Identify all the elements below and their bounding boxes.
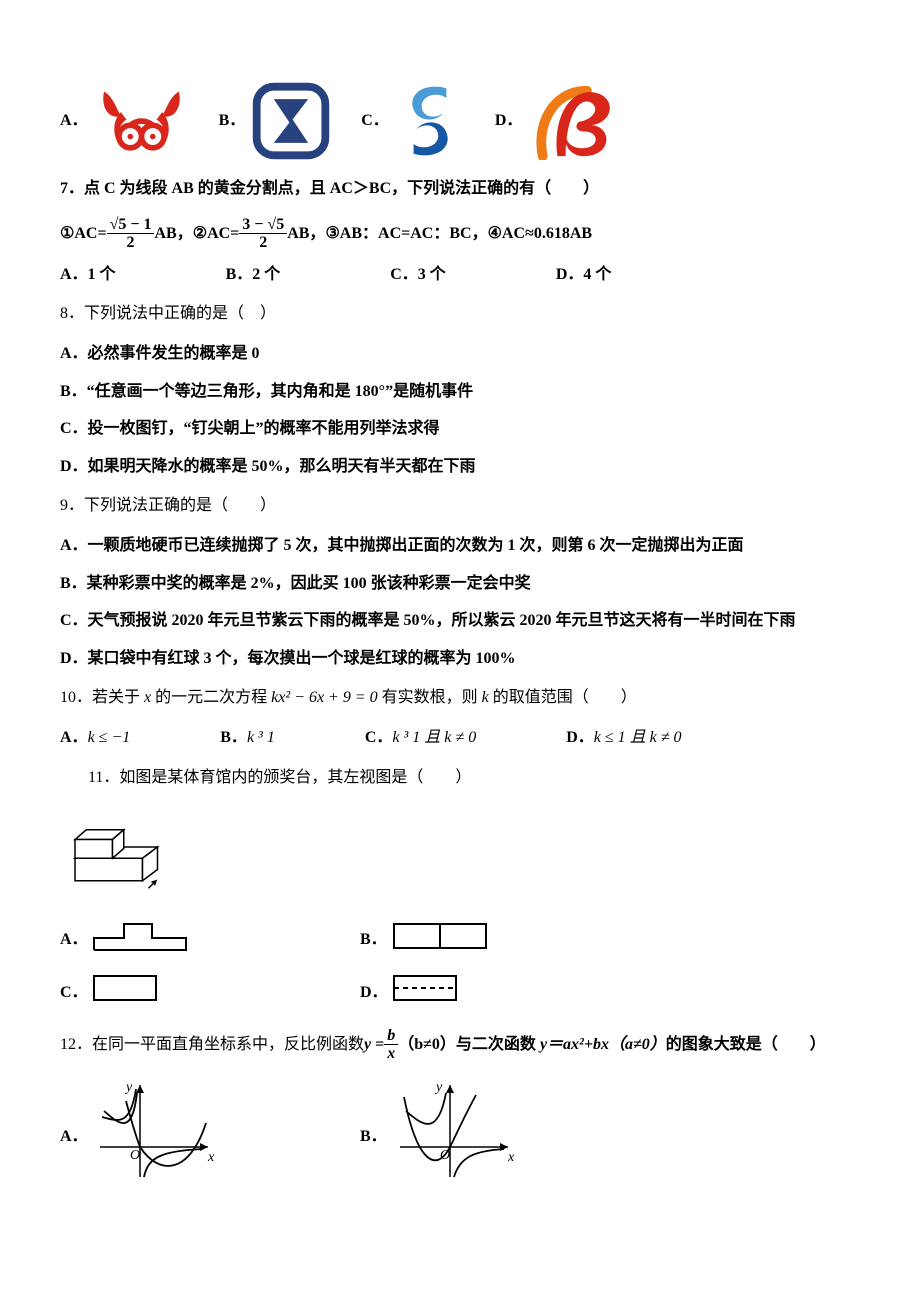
q7-statements: ①AC= √5 − 1 2 AB， ②AC= 3 − √5 2 AB， ③AB：… bbox=[60, 216, 860, 252]
q9-D: D．某口袋中有红球 3 个，每次摸出一个球是红球的概率为 100% bbox=[60, 646, 860, 672]
svg-text:y: y bbox=[434, 1080, 443, 1095]
q7-s2-pre: ②AC= bbox=[193, 221, 240, 247]
svg-text:y: y bbox=[124, 1080, 133, 1095]
q8-C: C．投一枚图钉，“钉尖朝上”的概率不能用列举法求得 bbox=[60, 416, 860, 442]
q12-options: A． O x y bbox=[60, 1077, 860, 1196]
q10-stem: 10．若关于 x 的一元二次方程 kx² − 6x + 9 = 0 有实数根，则… bbox=[60, 685, 860, 711]
q8-D: D．如果明天降水的概率是 50%，那么明天有半天都在下雨 bbox=[60, 454, 860, 480]
q6-D-label: D． bbox=[495, 108, 523, 134]
q10-opt-D: D．k ≤ 1 且 k ≠ 0 bbox=[566, 725, 681, 751]
q7-opt-D: D．4 个 bbox=[556, 262, 612, 288]
q7-opt-C: C．3 个 bbox=[390, 262, 446, 288]
graph-B-icon: O x y bbox=[390, 1077, 520, 1196]
q10-options: A．k ≤ −1 B．k ³ 1 C．k ³ 1 且 k ≠ 0 D．k ≤ 1… bbox=[60, 725, 860, 751]
view-rect-icon bbox=[90, 972, 160, 1013]
q7-s1-frac: √5 − 1 2 bbox=[107, 216, 155, 252]
q7-s1-pre: ①AC= bbox=[60, 221, 107, 247]
s-swoosh-logo-icon bbox=[395, 80, 465, 162]
podium-3d-icon bbox=[60, 812, 180, 897]
q7-options: A．1 个 B．2 个 C．3 个 D．4 个 bbox=[60, 262, 860, 288]
q7-opt-A: A．1 个 bbox=[60, 262, 116, 288]
q11-podium-figure bbox=[60, 804, 860, 918]
q6-option-C: C． bbox=[361, 80, 465, 162]
q11-options: A． B． C． D． bbox=[60, 918, 860, 1013]
q10-eq: kx² − 6x + 9 = 0 bbox=[271, 689, 378, 706]
q11-stem: 11．如图是某体育馆内的颁奖台，其左视图是（ ） bbox=[60, 765, 860, 791]
graph-A-icon: O x y bbox=[90, 1077, 220, 1196]
q6-options: A． B． C． bbox=[60, 80, 860, 162]
q9-C: C．天气预报说 2020 年元旦节紫云下雨的概率是 50%，所以紫云 2020 … bbox=[60, 608, 860, 634]
svg-text:x: x bbox=[207, 1150, 215, 1165]
q9-stem: 9．下列说法正确的是（ ） bbox=[60, 493, 860, 519]
q6-C-label: C． bbox=[361, 108, 389, 134]
q9-B: B．某种彩票中奖的概率是 2%，因此买 100 张该种彩票一定会中奖 bbox=[60, 571, 860, 597]
b-ribbon-logo-icon bbox=[528, 82, 618, 160]
q11-opt-B: B． bbox=[360, 920, 660, 961]
bull-logo-icon bbox=[94, 84, 189, 159]
view-rect-dashed-icon bbox=[390, 972, 460, 1013]
svg-text:x: x bbox=[507, 1150, 515, 1165]
q12-opt-B: B． O x y bbox=[360, 1077, 660, 1196]
q9-A: A．一颗质地硬币已连续抛掷了 5 次，其中抛掷出正面的次数为 1 次，则第 6 … bbox=[60, 533, 860, 559]
q6-option-B: B． bbox=[219, 82, 332, 160]
q7-stem: 7．点 C 为线段 AB 的黄金分割点，且 AC＞BC，下列说法正确的有（ ） bbox=[60, 176, 860, 202]
q8-stem: 8．下列说法中正确的是（ ） bbox=[60, 301, 860, 327]
q10-opt-C: C．k ³ 1 且 k ≠ 0 bbox=[365, 725, 476, 751]
q6-option-A: A． bbox=[60, 84, 189, 159]
q12-opt-A: A． O x y bbox=[60, 1077, 360, 1196]
q7-opt-B: B．2 个 bbox=[226, 262, 281, 288]
q11-opt-A: A． bbox=[60, 918, 360, 963]
view-L-step-icon bbox=[90, 918, 190, 963]
q10-opt-B: B．k ³ 1 bbox=[220, 725, 275, 751]
q6-A-label: A． bbox=[60, 108, 88, 134]
q8-B: B．“任意画一个等边三角形，其内角和是 180°”是随机事件 bbox=[60, 379, 860, 405]
q7-s2-frac: 3 − √5 2 bbox=[239, 216, 287, 252]
view-two-rects-icon bbox=[390, 920, 490, 961]
q6-B-label: B． bbox=[219, 108, 246, 134]
q10-opt-A: A．k ≤ −1 bbox=[60, 725, 130, 751]
q12-frac: b x bbox=[384, 1027, 398, 1063]
svg-text:O: O bbox=[130, 1148, 140, 1163]
q11-opt-C: C． bbox=[60, 972, 360, 1013]
q8-A: A．必然事件发生的概率是 0 bbox=[60, 341, 860, 367]
q12-stem: 12．在同一平面直角坐标系中，反比例函数 y = b x （b≠0）与二次函数 … bbox=[60, 1027, 860, 1063]
q7-s1-post: AB， bbox=[154, 221, 192, 247]
q7-s2-post: AB， bbox=[287, 221, 325, 247]
q11-opt-D: D． bbox=[360, 972, 660, 1013]
q7-s4: ④AC≈0.618AB bbox=[488, 221, 592, 247]
hourglass-square-logo-icon bbox=[251, 82, 331, 160]
q6-option-D: D． bbox=[495, 82, 619, 160]
q7-s3: ③AB：AC=AC：BC， bbox=[325, 221, 487, 247]
